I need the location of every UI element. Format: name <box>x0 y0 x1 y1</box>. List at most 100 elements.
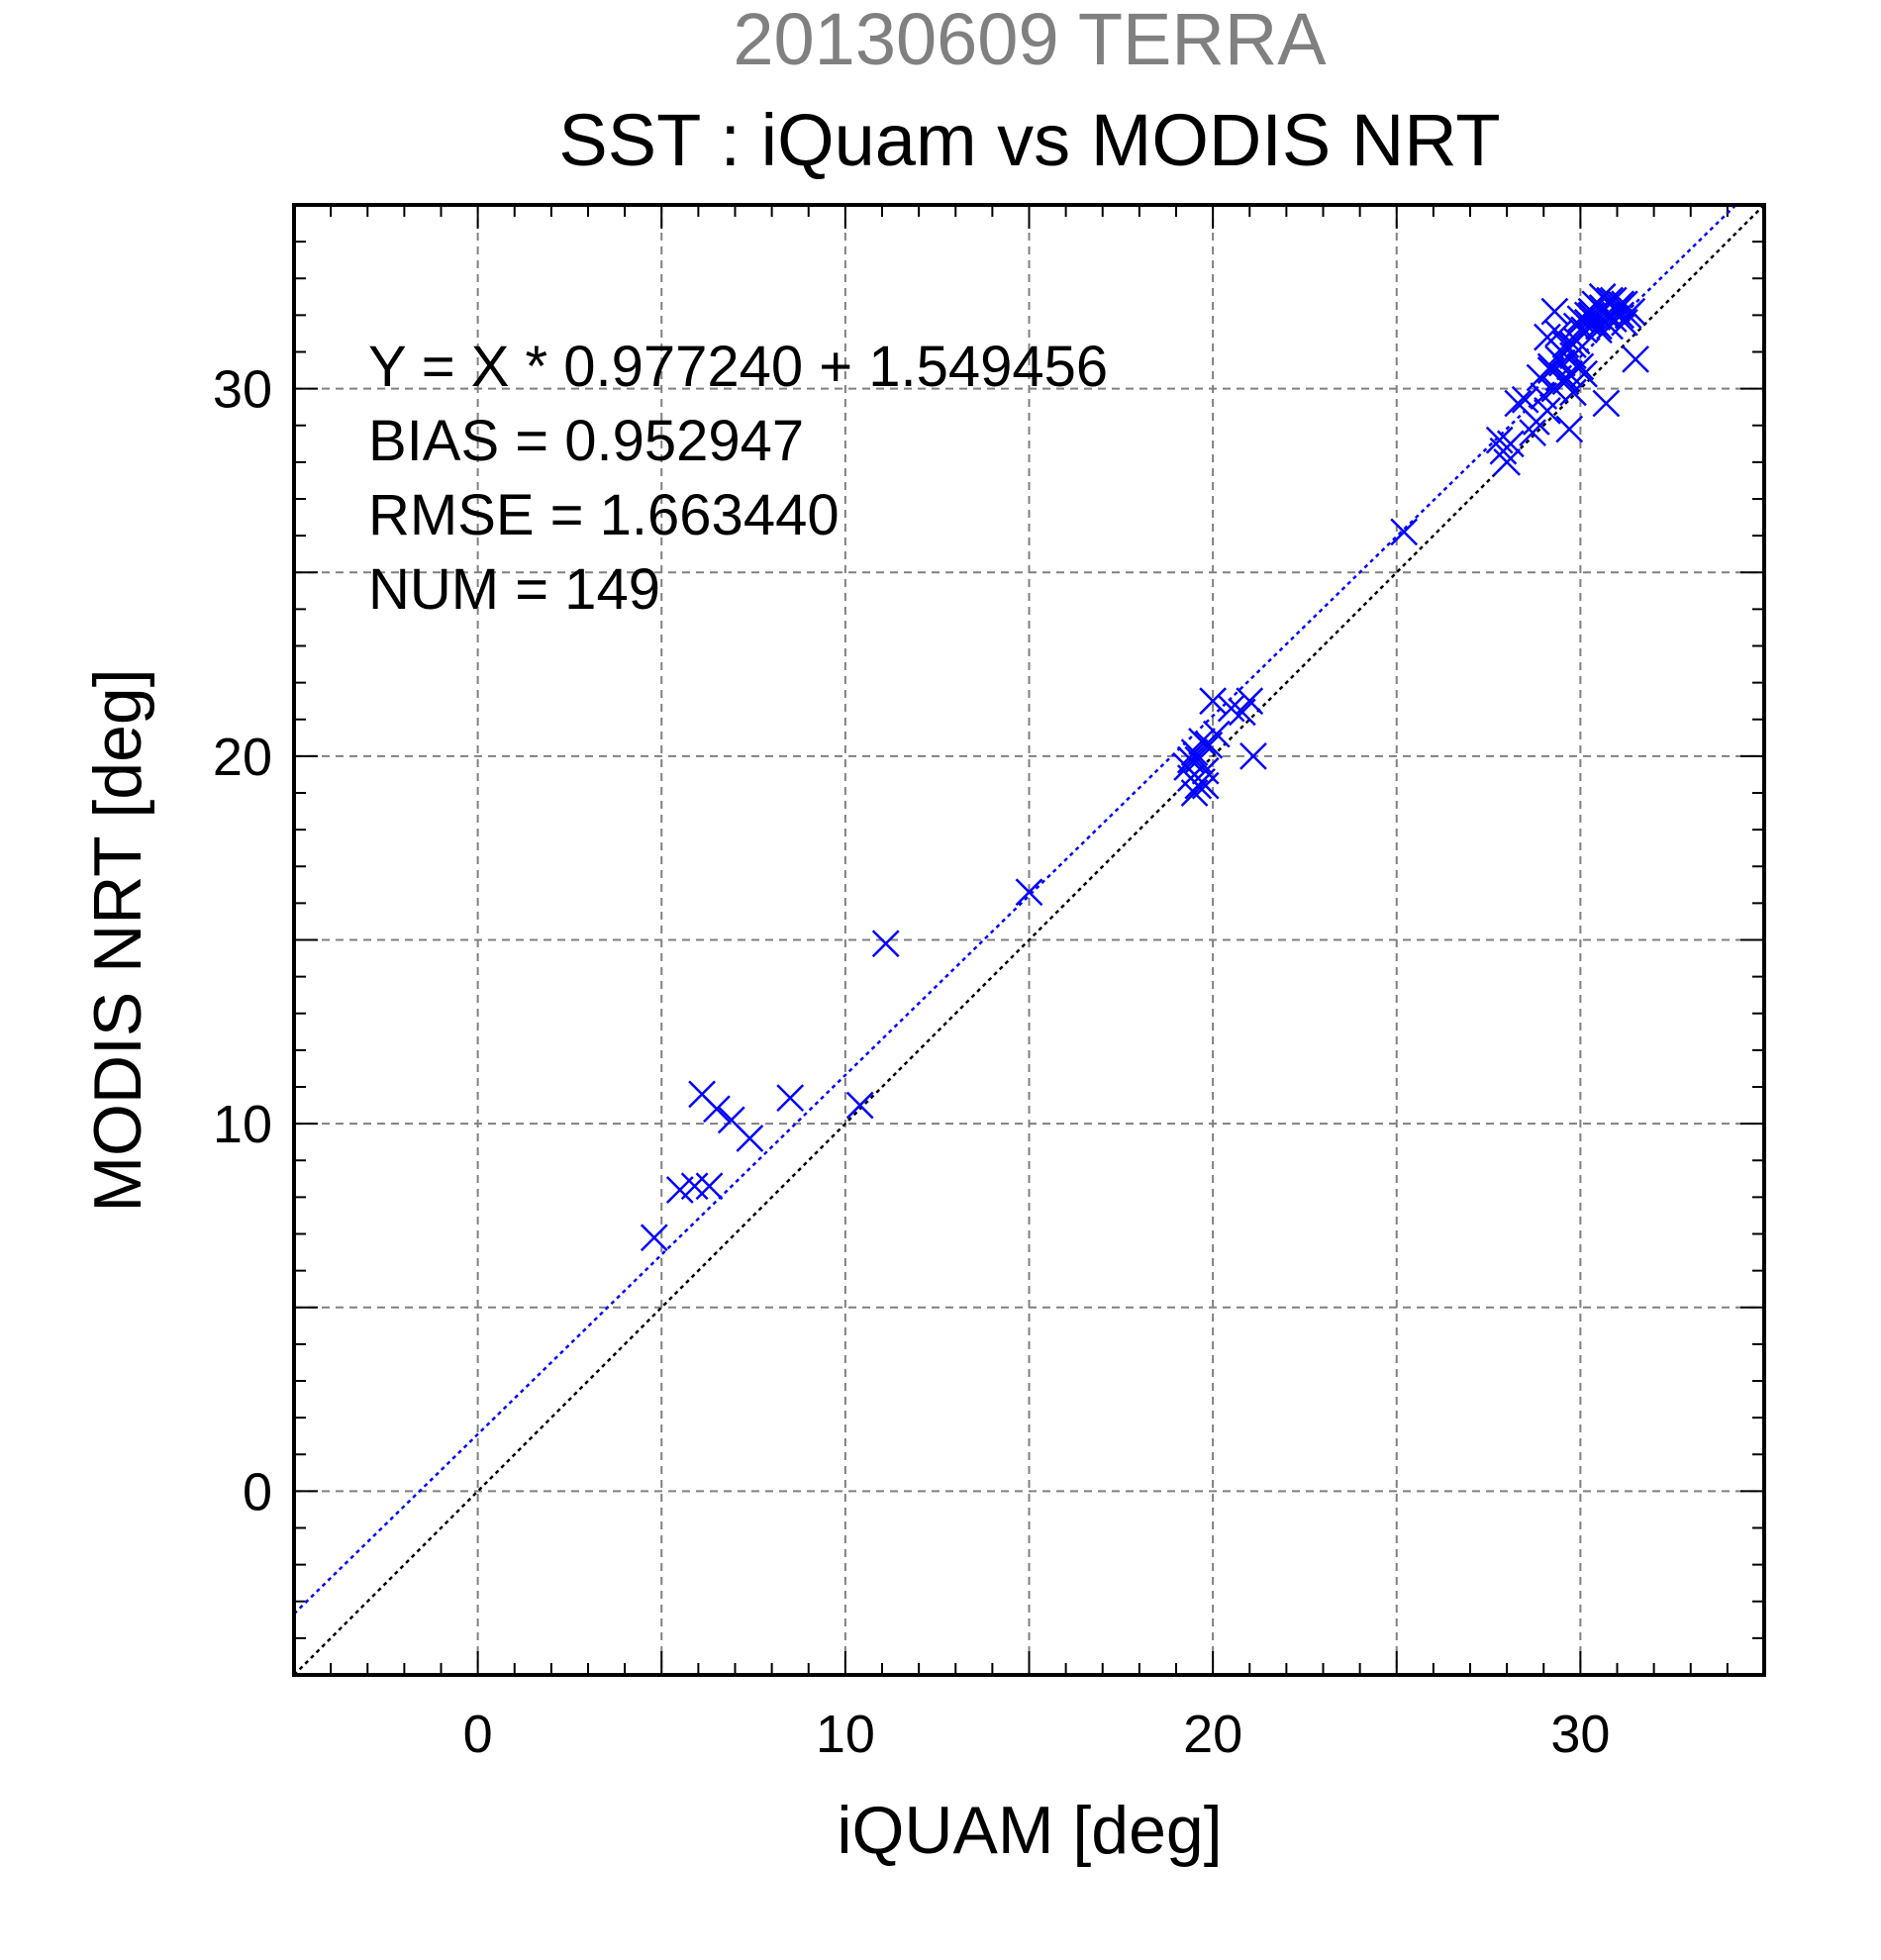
data-point <box>1534 397 1561 425</box>
data-point <box>680 1172 709 1201</box>
rmse-stat: RMSE = 1.663440 <box>368 483 840 547</box>
data-point-stroke <box>1236 687 1264 716</box>
data-point-stroke <box>1015 878 1043 907</box>
data-point-stroke <box>1622 345 1649 373</box>
data-point-stroke <box>703 1095 731 1124</box>
regression-line <box>293 204 1737 1616</box>
data-point-stroke <box>1551 331 1580 358</box>
y-tick-label: 20 <box>213 728 272 787</box>
tick-labels: 0 10 20 30 0 10 20 30 <box>213 360 1610 1764</box>
data-point-stroke <box>1588 297 1617 326</box>
data-point-stroke <box>1191 771 1220 800</box>
data-point <box>1555 415 1584 443</box>
bias-stat: BIAS = 0.952947 <box>368 409 804 473</box>
data-point-stroke <box>1588 282 1617 311</box>
chart-title: SST : iQuam vs MODIS NRT <box>558 99 1500 181</box>
data-point <box>1622 345 1649 373</box>
data-point <box>695 1172 724 1201</box>
data-point-stroke <box>1504 389 1533 418</box>
data-point-stroke <box>1544 320 1572 347</box>
data-point-stroke <box>1511 385 1539 414</box>
data-point-stroke <box>736 1125 764 1152</box>
data-points <box>640 282 1649 1252</box>
data-point <box>1496 430 1525 458</box>
data-point <box>1239 741 1267 770</box>
data-point <box>1551 363 1580 392</box>
data-point <box>1511 385 1539 414</box>
data-point-stroke <box>1592 389 1621 418</box>
y-tick-label: 30 <box>213 360 272 420</box>
data-point-stroke <box>776 1084 805 1113</box>
data-point <box>1191 756 1220 785</box>
identity-line <box>293 204 1765 1676</box>
data-point-stroke <box>640 1224 668 1252</box>
x-tick-label: 20 <box>1183 1705 1242 1764</box>
data-point <box>776 1084 805 1113</box>
data-point-stroke <box>1577 297 1606 326</box>
reference-lines <box>293 204 1765 1676</box>
data-point <box>1559 331 1587 358</box>
chart-supertitle: 20130609 TERRA <box>733 0 1327 80</box>
data-point-stroke <box>1188 728 1216 755</box>
data-point-stroke <box>1202 720 1231 748</box>
data-point-stroke <box>688 1080 716 1109</box>
data-point-stroke <box>1519 419 1546 447</box>
data-point-stroke <box>1496 430 1525 458</box>
data-point <box>1191 771 1220 800</box>
data-point <box>845 1091 874 1120</box>
data-point <box>1199 687 1228 716</box>
data-point <box>736 1125 764 1152</box>
data-point <box>871 930 900 958</box>
data-point-stroke <box>717 1106 745 1134</box>
data-point-stroke <box>1555 415 1584 443</box>
data-point <box>1176 745 1205 774</box>
data-point-stroke <box>871 930 900 958</box>
data-point <box>1559 378 1587 407</box>
data-point-stroke <box>1485 426 1514 454</box>
data-point <box>1202 720 1231 748</box>
data-point-stroke <box>695 1172 724 1201</box>
data-point <box>1611 290 1638 319</box>
data-point <box>1390 518 1419 546</box>
data-point-stroke <box>1199 687 1228 716</box>
data-point <box>1236 687 1264 716</box>
data-point-stroke <box>1559 331 1587 358</box>
data-point <box>1588 297 1617 326</box>
data-point-stroke <box>1390 518 1419 546</box>
data-point <box>1015 878 1043 907</box>
data-point <box>1519 419 1546 447</box>
data-point-stroke <box>1607 301 1635 330</box>
data-point <box>703 1095 731 1124</box>
x-tick-label: 10 <box>816 1705 875 1764</box>
x-axis-label: iQUAM [deg] <box>837 1793 1222 1868</box>
data-point-stroke <box>680 1172 709 1201</box>
data-point <box>1493 447 1522 476</box>
data-point-stroke <box>1493 447 1522 476</box>
data-point <box>1592 389 1621 418</box>
y-tick-label: 0 <box>243 1462 272 1521</box>
data-point-stroke <box>845 1091 874 1120</box>
y-axis-label: MODIS NRT [deg] <box>80 668 155 1212</box>
data-point-stroke <box>1551 363 1580 392</box>
y-tick-label: 10 <box>213 1095 272 1154</box>
num-stat: NUM = 149 <box>368 557 660 622</box>
data-point <box>1485 426 1514 454</box>
data-point <box>640 1224 668 1252</box>
data-point <box>1570 359 1598 388</box>
data-point-stroke <box>1239 741 1267 770</box>
data-point-stroke <box>1534 323 1561 351</box>
plot-frame <box>292 203 1766 1677</box>
regression-equation: Y = X * 0.977240 + 1.549456 <box>368 335 1108 399</box>
data-point-stroke <box>1559 378 1587 407</box>
data-point-stroke <box>1534 397 1561 425</box>
data-point <box>1217 694 1245 723</box>
data-point-stroke <box>1611 290 1638 319</box>
data-point <box>1607 301 1635 330</box>
data-point-stroke <box>1191 756 1220 785</box>
data-point-stroke <box>1217 694 1245 723</box>
data-point-stroke <box>1176 745 1205 774</box>
data-point <box>1188 728 1216 755</box>
data-point-stroke <box>1570 359 1598 388</box>
x-tick-label: 0 <box>463 1705 493 1764</box>
